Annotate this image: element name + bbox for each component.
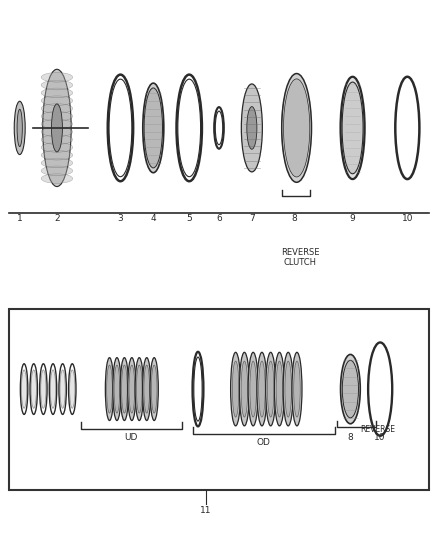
Text: 4: 4 (151, 214, 156, 223)
Ellipse shape (41, 103, 73, 113)
Ellipse shape (41, 143, 73, 152)
Ellipse shape (41, 370, 46, 408)
Text: 5: 5 (186, 214, 192, 223)
Text: 3: 3 (117, 214, 124, 223)
Ellipse shape (292, 352, 302, 426)
Ellipse shape (120, 358, 129, 421)
Ellipse shape (285, 361, 292, 417)
Ellipse shape (14, 101, 25, 155)
Text: 2: 2 (54, 214, 60, 223)
Ellipse shape (41, 111, 73, 121)
Ellipse shape (258, 361, 265, 417)
Ellipse shape (265, 352, 276, 426)
Ellipse shape (283, 352, 293, 426)
Ellipse shape (267, 361, 274, 417)
Ellipse shape (276, 361, 283, 417)
Text: REVERSE: REVERSE (360, 425, 395, 434)
Ellipse shape (41, 127, 73, 136)
Ellipse shape (41, 158, 73, 168)
Ellipse shape (239, 352, 250, 426)
Ellipse shape (41, 174, 73, 183)
Ellipse shape (247, 107, 257, 149)
Ellipse shape (274, 352, 285, 426)
Ellipse shape (60, 370, 65, 408)
Text: 8: 8 (291, 214, 297, 223)
Ellipse shape (136, 365, 142, 413)
Ellipse shape (283, 83, 304, 173)
Text: 1: 1 (17, 214, 23, 223)
Text: 10: 10 (402, 214, 413, 223)
Ellipse shape (17, 109, 22, 147)
Ellipse shape (293, 361, 300, 417)
Ellipse shape (343, 360, 358, 418)
Text: 7: 7 (249, 214, 255, 223)
Ellipse shape (41, 96, 73, 106)
Ellipse shape (241, 84, 262, 172)
Ellipse shape (144, 365, 150, 413)
Ellipse shape (41, 80, 73, 90)
Ellipse shape (282, 78, 308, 177)
Ellipse shape (232, 361, 239, 417)
Ellipse shape (284, 88, 303, 167)
Ellipse shape (143, 83, 164, 173)
Text: 6: 6 (216, 214, 222, 223)
Ellipse shape (41, 150, 73, 160)
Ellipse shape (41, 72, 73, 82)
Ellipse shape (257, 352, 267, 426)
Text: 9: 9 (350, 214, 356, 223)
Ellipse shape (113, 358, 121, 421)
Text: UD: UD (125, 433, 138, 442)
Ellipse shape (241, 361, 248, 417)
Ellipse shape (230, 352, 241, 426)
Ellipse shape (122, 365, 127, 413)
Ellipse shape (50, 370, 56, 408)
Ellipse shape (341, 77, 364, 179)
Ellipse shape (41, 88, 73, 98)
Text: 10: 10 (374, 433, 386, 442)
Ellipse shape (31, 370, 36, 408)
Text: 11: 11 (200, 506, 212, 515)
Ellipse shape (342, 82, 363, 174)
Ellipse shape (144, 88, 162, 168)
Ellipse shape (70, 370, 75, 408)
Ellipse shape (41, 135, 73, 144)
Ellipse shape (105, 358, 114, 421)
Bar (9, 309, 429, 490)
Ellipse shape (21, 370, 27, 408)
Ellipse shape (52, 104, 63, 152)
Text: OD: OD (257, 438, 271, 447)
Ellipse shape (129, 365, 135, 413)
Ellipse shape (284, 84, 306, 172)
Ellipse shape (151, 365, 157, 413)
Ellipse shape (248, 352, 258, 426)
Ellipse shape (107, 365, 112, 413)
Ellipse shape (283, 79, 310, 177)
Ellipse shape (282, 74, 311, 182)
Ellipse shape (114, 365, 120, 413)
Text: 8: 8 (347, 433, 353, 442)
Ellipse shape (43, 69, 71, 187)
Ellipse shape (250, 361, 257, 417)
Ellipse shape (41, 166, 73, 175)
Ellipse shape (341, 354, 360, 424)
Text: REVERSE
CLUTCH: REVERSE CLUTCH (281, 248, 319, 267)
Ellipse shape (150, 358, 158, 421)
Ellipse shape (128, 358, 136, 421)
Ellipse shape (143, 358, 151, 421)
Ellipse shape (41, 119, 73, 129)
Ellipse shape (135, 358, 143, 421)
